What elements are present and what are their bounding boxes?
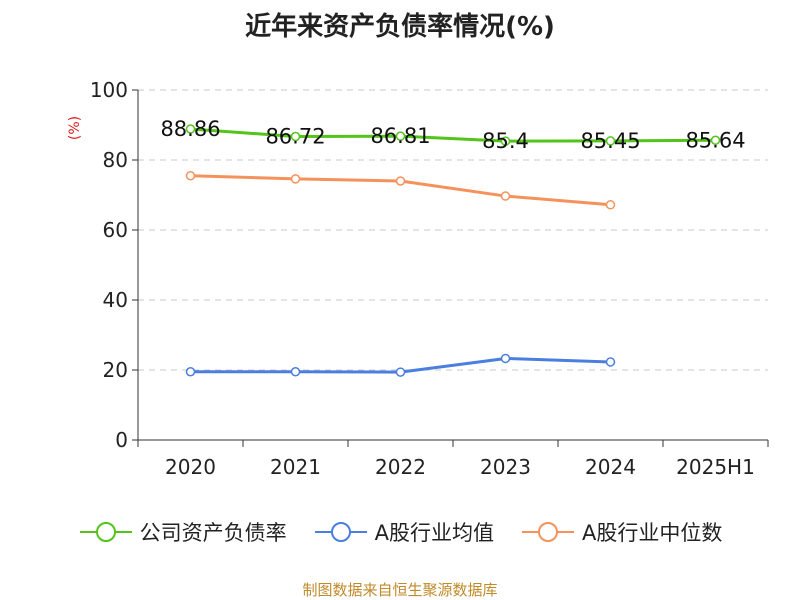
data-labels: 88.86 86.72 86.81 85.4 85.45 85.64 xyxy=(160,117,745,153)
data-label-3: 85.4 xyxy=(482,129,529,153)
grid-lines xyxy=(138,89,768,371)
x-tick-label-2025H1: 2025H1 xyxy=(676,455,755,479)
legend-swatch-icon xyxy=(314,522,367,542)
source-note: 制图数据来自恒生聚源数据库 xyxy=(302,581,498,599)
series-lines xyxy=(185,124,721,377)
y-tick-label-60: 60 xyxy=(103,218,128,242)
data-point-2-0 xyxy=(185,171,196,181)
x-tick-label-2021: 2021 xyxy=(270,455,321,479)
y-tick-label-0: 0 xyxy=(115,428,128,452)
x-tick-label-2020: 2020 xyxy=(165,455,216,479)
axes: 0 20 40 60 80 100 (%) 2020 2021 2022 2023 2024 2025H… xyxy=(67,78,769,479)
x-tick-label-2023: 2023 xyxy=(480,455,531,479)
y-tick-label-20: 20 xyxy=(103,358,128,382)
legend-item-0[interactable]: 公司资产负债率 xyxy=(78,517,287,547)
legend: 公司资产负债率 A股行业均值 A股行业中位数 xyxy=(0,517,800,547)
data-point-1-1 xyxy=(290,367,301,377)
y-tick-label-100: 100 xyxy=(90,78,128,102)
data-point-2-3 xyxy=(500,191,511,201)
data-label-0: 88.86 xyxy=(160,117,220,141)
data-point-1-2 xyxy=(395,367,406,377)
x-tick-label-2024: 2024 xyxy=(585,455,636,479)
x-tick-label-2022: 2022 xyxy=(375,455,426,479)
data-point-0-1 xyxy=(290,131,301,142)
data-point-1-0 xyxy=(185,367,196,377)
legend-label: A股行业均值 xyxy=(374,521,494,545)
data-label-2: 86.81 xyxy=(370,124,430,148)
data-label-4: 85.45 xyxy=(580,129,640,153)
legend-label: 公司资产负债率 xyxy=(139,521,287,545)
data-point-1-4 xyxy=(605,357,616,367)
data-point-0-5 xyxy=(710,135,721,146)
data-point-0-0 xyxy=(185,124,196,134)
legend-swatch-icon xyxy=(79,522,132,542)
data-point-1-3 xyxy=(500,353,511,364)
data-point-0-2 xyxy=(395,131,406,141)
data-point-2-2 xyxy=(395,176,406,186)
data-label-5: 85.64 xyxy=(685,128,745,152)
data-label-1: 86.72 xyxy=(265,124,325,148)
data-point-2-1 xyxy=(290,174,301,184)
data-point-2-4 xyxy=(605,200,616,210)
legend-label: A股行业中位数 xyxy=(582,521,723,545)
series-line-0 xyxy=(190,127,716,143)
y-axis-label: (%) xyxy=(67,116,83,140)
data-point-0-3 xyxy=(500,136,511,146)
legend-item-1[interactable]: A股行业均值 xyxy=(313,517,494,547)
y-tick-label-80: 80 xyxy=(103,148,128,172)
legend-swatch-icon xyxy=(522,522,574,542)
data-point-0-4 xyxy=(605,136,616,146)
y-tick-label-40: 40 xyxy=(103,288,128,312)
legend-item-2[interactable]: A股行业中位数 xyxy=(520,517,722,547)
chart-title: 近年来资产负债率情况(%) xyxy=(245,12,555,42)
